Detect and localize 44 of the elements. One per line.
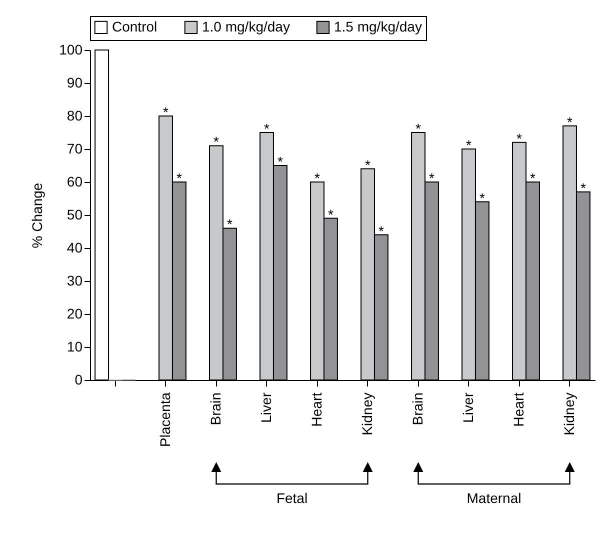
data-label: * [530, 170, 536, 186]
y-tick-label: 20 [66, 306, 83, 322]
legend-label: Control [112, 18, 158, 34]
legend-label: 1.0 mg/kg/day [202, 18, 290, 34]
x-tick-label: Brain [409, 392, 426, 426]
data-label: * [214, 134, 220, 150]
data-label: * [378, 222, 384, 239]
data-label: * [176, 170, 182, 186]
text: Fetal [276, 490, 308, 506]
data-label: * [163, 104, 170, 120]
y-axis-title: % Change [29, 182, 46, 248]
y-tick-label: 90 [66, 74, 83, 90]
text: Maternal [466, 490, 522, 506]
data-label: * [365, 156, 372, 173]
x-tick-label: Heart [510, 392, 526, 427]
x-tick-label: Heart [308, 392, 324, 427]
y-tick-label: 10 [66, 338, 83, 354]
y-tick-label: 30 [66, 272, 83, 288]
y-tick-label: 100 [59, 42, 83, 58]
data-label: * [416, 120, 422, 136]
data-label: * [428, 170, 435, 186]
y-tick-label: 50 [66, 206, 83, 222]
data-label: * [226, 216, 233, 232]
data-label: * [516, 130, 523, 146]
data-label: * [328, 206, 334, 222]
y-tick-label: 70 [66, 140, 83, 156]
y-tick-label: 80 [66, 108, 83, 124]
data-label: * [264, 120, 270, 136]
y-tick-label: 60 [66, 174, 83, 190]
x-tick-label: Liver [460, 392, 476, 423]
x-tick-label: Kidney [358, 392, 375, 436]
legend-label: 1.5 mg/kg/day [334, 18, 422, 34]
data-label: * [580, 180, 586, 196]
data-label: * [277, 154, 284, 170]
data-label: * [567, 114, 574, 130]
y-tick-label: 0 [74, 372, 83, 388]
x-tick-label: Placenta [156, 392, 173, 447]
x-tick-label: Kidney [560, 392, 577, 436]
data-label: * [466, 137, 472, 153]
y-tick-label: 40 [66, 240, 83, 256]
data-label: * [314, 170, 321, 186]
data-label: * [479, 190, 486, 206]
x-tick-label: Liver [258, 392, 274, 423]
x-tick-label: Brain [207, 392, 224, 426]
